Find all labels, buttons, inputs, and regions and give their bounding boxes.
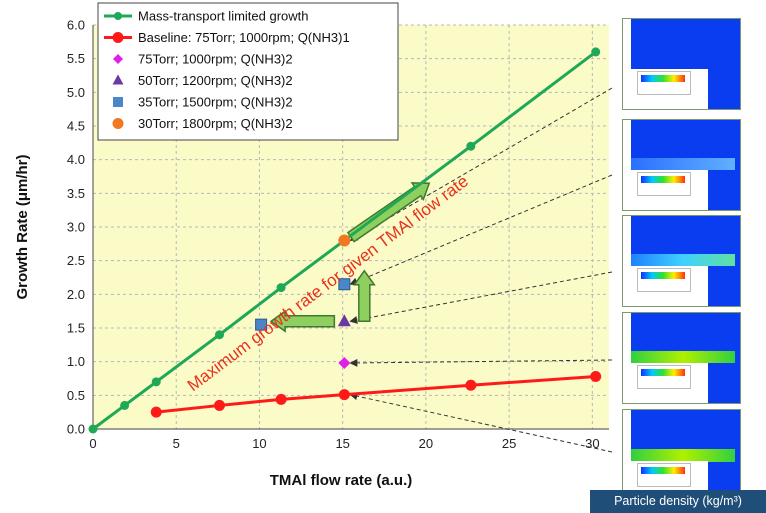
y-tick-label: 3.5 (67, 186, 85, 201)
legend-marker (113, 97, 123, 107)
thumbnail-image (622, 18, 741, 110)
wall-region (623, 313, 631, 403)
wall-region (623, 120, 631, 210)
y-axis-title: Growth Rate (μm/hr) (14, 154, 31, 299)
series-line (92, 50, 597, 431)
series-line (156, 374, 596, 414)
data-point (338, 389, 350, 401)
data-point (150, 406, 162, 418)
x-tick-label: 10 (252, 436, 266, 451)
legend-label: 30Torr; 1800rpm; Q(NH3)2 (138, 116, 293, 131)
data-point (255, 318, 268, 331)
color-scale-legend (637, 365, 691, 390)
x-axis-title: TMAl flow rate (a.u.) (270, 472, 413, 489)
y-tick-label: 5.0 (67, 85, 85, 100)
y-tick-label: 2.5 (67, 253, 85, 268)
series-circle (338, 234, 351, 247)
leader-line (349, 271, 613, 324)
legend-marker (112, 118, 124, 129)
legend-label: 75Torr; 1000rpm; Q(NH3)2 (138, 52, 293, 67)
data-point (338, 278, 351, 291)
leader-line (349, 392, 613, 453)
y-tick-label: 1.0 (67, 354, 85, 369)
thumbnail-image (622, 119, 741, 211)
color-scale-legend (637, 71, 691, 96)
axes (92, 25, 609, 430)
legend: Mass-transport limited growth Baseline: 7… (97, 2, 399, 141)
data-series (88, 47, 602, 434)
data-point (215, 330, 225, 340)
thumbnail-image (622, 312, 741, 404)
flow-arrows (269, 182, 431, 333)
y-tick-label: 0.0 (67, 422, 85, 437)
y-tick-label: 1.5 (67, 321, 85, 336)
wall-region (623, 410, 631, 502)
legend-label: Mass-transport limited growth (138, 9, 309, 24)
legend-box (97, 2, 399, 141)
legend-marker (112, 74, 124, 85)
color-scale-legend (637, 463, 691, 488)
x-tick-label: 15 (335, 436, 349, 451)
data-point (151, 377, 161, 387)
legend-label: 35Torr; 1500rpm; Q(NH3)2 (138, 95, 293, 110)
data-point (338, 357, 351, 370)
thumbnail-image (622, 409, 741, 503)
data-point (120, 400, 130, 410)
wall-region (623, 216, 631, 306)
color-scale-legend (637, 268, 691, 293)
data-point (88, 424, 98, 434)
color-scale-legend (637, 172, 691, 197)
particle-band (631, 350, 735, 364)
y-tick-label: 5.5 (67, 51, 85, 66)
data-point (590, 370, 602, 382)
data-point (276, 283, 286, 293)
arrow-left (269, 309, 336, 333)
legend-marker (112, 32, 124, 43)
thumbnail-image (622, 215, 741, 307)
particle-band (631, 157, 735, 171)
data-point (338, 234, 351, 247)
data-point (465, 379, 477, 391)
legend-label: Baseline: 75Torr; 1000rpm; Q(NH3)1 (138, 30, 350, 45)
particle-density-label: Particle density (kg/m³) (590, 490, 766, 513)
series-diamond (338, 357, 351, 370)
data-point (466, 141, 476, 151)
wall-region (623, 19, 631, 109)
tick-labels: 0.0 0.5 1.0 1.5 2.0 2.5 3.0 3.5 4.0 4.5 5.0 5.5 6.0 0… (67, 18, 600, 452)
x-tick-label: 25 (502, 436, 516, 451)
y-tick-label: 6.0 (67, 18, 85, 33)
legend-label: 50Torr; 1200rpm; Q(NH3)2 (138, 73, 293, 88)
leader-line (349, 358, 613, 367)
x-tick-label: 5 (173, 436, 180, 451)
series-square (255, 278, 351, 331)
y-tick-label: 4.5 (67, 119, 85, 134)
x-tick-label: 0 (89, 436, 96, 451)
y-tick-label: 2.0 (67, 287, 85, 302)
data-point (214, 399, 226, 411)
x-tick-label: 20 (419, 436, 433, 451)
series-line-dot (150, 370, 602, 418)
data-point (275, 393, 287, 405)
leader-line (349, 174, 613, 286)
data-point (337, 314, 351, 327)
arrow-up (352, 269, 376, 323)
y-tick-label: 0.5 (67, 388, 85, 403)
y-tick-label: 4.0 (67, 152, 85, 167)
legend-marker (114, 12, 122, 20)
legend-marker (113, 54, 123, 64)
particle-band (631, 448, 735, 462)
particle-band (631, 253, 735, 267)
series-triangle (337, 314, 351, 327)
y-tick-label: 3.0 (67, 220, 85, 235)
data-point (591, 47, 601, 57)
